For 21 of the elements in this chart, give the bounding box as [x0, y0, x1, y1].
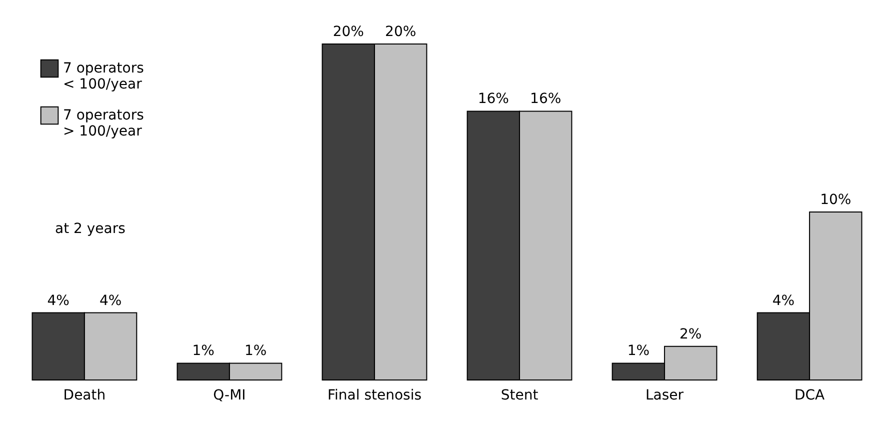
data-label: 2%: [680, 326, 702, 342]
x-tick-label: Laser: [646, 388, 684, 404]
x-tick-label: Stent: [500, 388, 539, 404]
data-label: 20%: [385, 24, 416, 40]
data-label: 1%: [627, 343, 650, 360]
x-tick-label: Death: [63, 388, 106, 404]
data-label: 4%: [47, 292, 70, 309]
x-tick-label: DCA: [794, 388, 826, 404]
annotation: at 2 years: [55, 221, 126, 237]
data-label: 1%: [244, 343, 267, 360]
data-label: 1%: [192, 343, 214, 360]
legend-label: 7 operators < 100/year: [63, 60, 144, 92]
legend-label: 7 operators > 100/year: [63, 108, 144, 140]
data-label: 16%: [478, 91, 509, 108]
x-tick-label: Final stenosis: [327, 388, 422, 404]
data-label: 20%: [332, 24, 364, 40]
data-label: 16%: [530, 91, 562, 108]
x-tick-label: Q-MI: [213, 388, 246, 404]
data-label: 4%: [99, 292, 122, 309]
data-label: 4%: [772, 292, 795, 309]
data-label: 10%: [820, 192, 852, 208]
